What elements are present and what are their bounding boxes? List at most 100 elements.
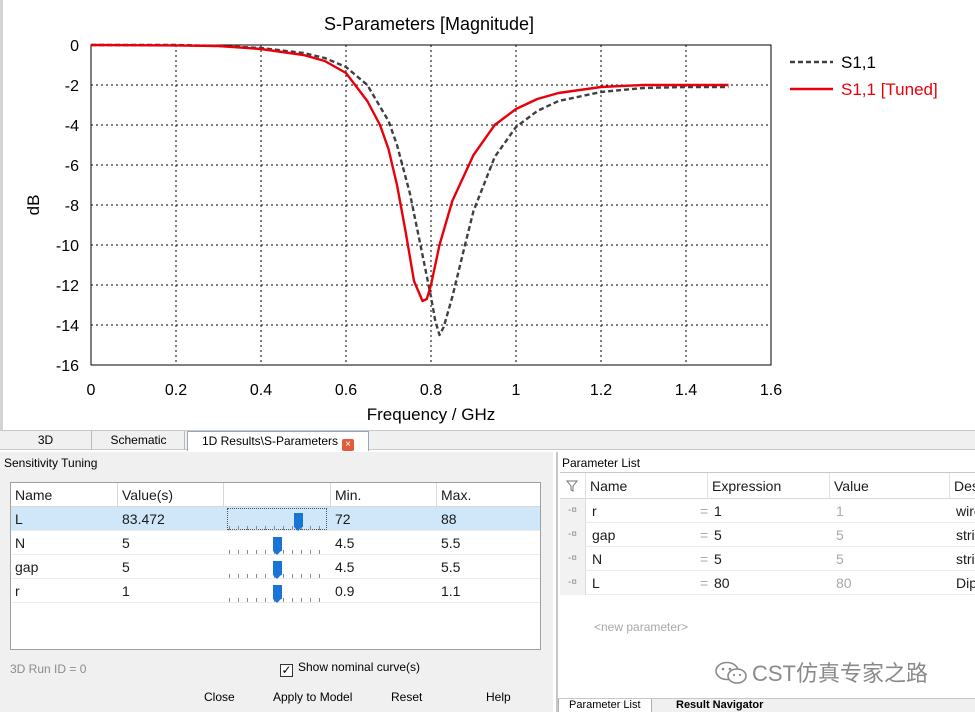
close-button[interactable]: Close <box>204 690 235 704</box>
tab-3d-label: 3D <box>37 433 54 447</box>
sensitivity-slider[interactable] <box>227 507 327 531</box>
watermark-text: CST仿真专家之路 <box>752 661 929 686</box>
y-tick-label: -10 <box>56 238 79 255</box>
show-nominal-checkbox[interactable]: ✓ <box>280 663 293 677</box>
parameter-cell-expression[interactable]: 80 <box>714 575 730 591</box>
parameter-cell-name[interactable]: L <box>592 575 600 591</box>
parameter-cell-description[interactable]: wire <box>956 503 975 519</box>
parameter-cell-description[interactable]: Dipo <box>956 575 975 591</box>
parameter-cell-value[interactable]: 1 <box>836 503 844 519</box>
sensitivity-row-L[interactable]: L 83.472 72 88 <box>11 507 540 531</box>
sensitivity-cell-max[interactable]: 88 <box>441 511 457 527</box>
param-col-description[interactable]: Des <box>950 473 975 499</box>
col-header-name[interactable]: Name <box>11 483 118 507</box>
parameter-cell-name[interactable]: gap <box>592 527 616 543</box>
new-parameter-row[interactable]: <new parameter> <box>594 620 689 634</box>
sensitivity-cell-value[interactable]: 5 <box>122 559 130 575</box>
sensitivity-cell-name: N <box>15 535 26 551</box>
y-tick-label: -6 <box>65 158 79 175</box>
parameter-row-gap[interactable]: -¤ gap = 5 5 strip <box>560 523 975 547</box>
parameter-cell-value[interactable]: 5 <box>836 527 844 543</box>
sensitivity-row-gap[interactable]: gap 5 4.5 5.5 <box>11 555 540 579</box>
slider-thumb[interactable] <box>294 513 304 531</box>
sensitivity-cell-min[interactable]: 4.5 <box>335 559 355 575</box>
filter-icon[interactable] <box>560 473 586 499</box>
sensitivity-row-N[interactable]: N 5 4.5 5.5 <box>11 531 540 555</box>
y-tick-label: -4 <box>65 118 79 135</box>
tab-parameter-list[interactable]: Parameter List <box>558 699 652 712</box>
parameter-row-r[interactable]: -¤ r = 1 1 wire <box>560 499 975 523</box>
s-parameter-chart: 0 0.2 0.4 0.6 0.8 1 1.2 1.4 1.6 0 -2 -4 -6 -8 -10 -12 -1… <box>24 14 938 424</box>
slider-thumb[interactable] <box>272 537 282 555</box>
row-handle-icon[interactable]: -¤ <box>560 571 586 595</box>
slider-thumb[interactable] <box>272 561 282 579</box>
tab-result-navigator[interactable]: Result Navigator <box>676 699 764 711</box>
row-handle-icon[interactable]: -¤ <box>560 547 586 571</box>
col-header-slider <box>224 483 331 507</box>
sensitivity-cell-value[interactable]: 1 <box>122 583 130 599</box>
legend-label: S1,1 <box>841 53 876 72</box>
tab-schematic-label: Schematic <box>110 433 167 447</box>
wechat-icon <box>715 661 747 684</box>
series-line-s11 <box>91 43 729 337</box>
sensitivity-slider[interactable] <box>227 555 327 579</box>
x-tick-label: 0.8 <box>420 382 442 399</box>
watermark: CST仿真专家之路 <box>714 656 928 688</box>
y-tick-label: -16 <box>56 358 79 375</box>
row-handle-icon[interactable]: -¤ <box>560 499 586 523</box>
tab-3d[interactable]: 3D <box>0 431 92 450</box>
slider-thumb[interactable] <box>272 585 282 603</box>
apply-to-model-button[interactable]: Apply to Model <box>273 690 353 704</box>
parameter-cell-eq: = <box>700 527 709 543</box>
col-header-max[interactable]: Max. <box>441 487 472 503</box>
run-id-label: 3D Run ID = 0 <box>10 662 87 676</box>
sensitivity-slider[interactable] <box>227 531 327 555</box>
parameter-cell-name[interactable]: r <box>592 503 597 519</box>
sensitivity-row-r[interactable]: r 1 0.9 1.1 <box>11 579 540 603</box>
sensitivity-cell-value[interactable]: 83.472 <box>122 511 165 527</box>
sensitivity-cell-value[interactable]: 5 <box>122 535 130 551</box>
sensitivity-cell-name: L <box>15 511 23 527</box>
parameter-cell-expression[interactable]: 5 <box>714 527 722 543</box>
sensitivity-slider[interactable] <box>227 579 327 603</box>
sensitivity-cell-min[interactable]: 72 <box>335 511 351 527</box>
parameter-cell-value[interactable]: 80 <box>836 575 852 591</box>
parameter-row-L[interactable]: -¤ L = 80 80 Dipo <box>560 571 975 595</box>
parameter-cell-expression[interactable]: 1 <box>714 503 722 519</box>
y-tick-label: 0 <box>70 38 79 55</box>
x-axis-label: Frequency / GHz <box>367 405 496 424</box>
close-icon[interactable]: × <box>342 439 355 451</box>
help-button[interactable]: Help <box>486 690 511 704</box>
sensitivity-cell-max[interactable]: 5.5 <box>441 535 461 551</box>
parameter-cell-value[interactable]: 5 <box>836 551 844 567</box>
row-handle-icon[interactable]: -¤ <box>560 523 586 547</box>
param-col-name[interactable]: Name <box>586 473 708 499</box>
show-nominal-option[interactable]: ✓ Show nominal curve(s) <box>280 660 420 677</box>
sensitivity-cell-min[interactable]: 0.9 <box>335 583 355 599</box>
sensitivity-tuning-panel: Sensitivity Tuning Name Value(s) Min. Ma… <box>0 452 553 712</box>
sensitivity-cell-min[interactable]: 4.5 <box>335 535 355 551</box>
slider-ticks <box>229 526 325 530</box>
reset-button[interactable]: Reset <box>391 690 423 704</box>
x-tick-label: 0.6 <box>335 382 357 399</box>
param-col-value[interactable]: Value <box>830 473 950 499</box>
col-header-min[interactable]: Min. <box>331 483 437 507</box>
tab-schematic[interactable]: Schematic <box>93 431 185 450</box>
parameter-cell-expression[interactable]: 5 <box>714 551 722 567</box>
sensitivity-cell-name: r <box>15 583 20 599</box>
y-tick-label: -14 <box>56 318 79 335</box>
parameter-cell-description[interactable]: strip <box>956 527 975 543</box>
sensitivity-title: Sensitivity Tuning <box>4 456 98 470</box>
param-col-expression[interactable]: Expression <box>708 473 830 499</box>
sensitivity-cell-max[interactable]: 1.1 <box>441 583 461 599</box>
view-tab-strip: 3D Schematic 1D Results\S-Parameters × <box>0 430 975 451</box>
sensitivity-cell-max[interactable]: 5.5 <box>441 559 461 575</box>
parameter-row-N[interactable]: -¤ N = 5 5 strip <box>560 547 975 571</box>
x-tick-label: 1.6 <box>760 382 782 399</box>
col-header-value[interactable]: Value(s) <box>118 483 224 507</box>
sensitivity-grid-header: Name Value(s) Min. Max. <box>11 483 540 507</box>
parameter-cell-description[interactable]: strip <box>956 551 975 567</box>
parameter-cell-name[interactable]: N <box>592 551 603 567</box>
tab-1d-results[interactable]: 1D Results\S-Parameters × <box>187 431 369 451</box>
